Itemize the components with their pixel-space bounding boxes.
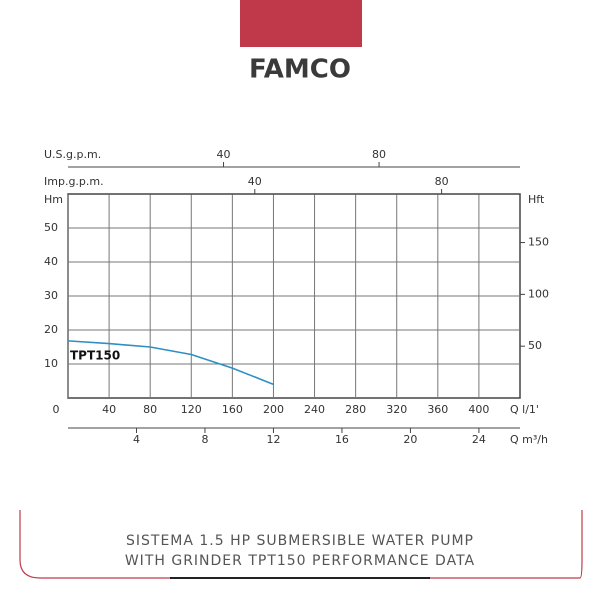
y2-axis-label: Hft — [528, 193, 545, 206]
y-tick-label: 10 — [44, 357, 58, 370]
chart: 0 40 80 120 160 200 240 280 320 360 400 Q l/1' 10 20 3… — [44, 148, 549, 446]
logo-bar — [240, 0, 362, 47]
series-line — [67, 340, 274, 386]
y2-tick-label: 150 — [528, 236, 549, 249]
x-axis-label: Q l/1' — [510, 403, 539, 416]
x-tick-label: 160 — [222, 403, 243, 416]
top-axis-tick-label: 40 — [248, 175, 262, 188]
y-tick-label: 30 — [44, 289, 58, 302]
y2-tick-label: 50 — [528, 339, 542, 352]
top-axis-tick-label: 80 — [372, 148, 386, 161]
x-tick-label: 200 — [263, 403, 284, 416]
x-tick-label: 40 — [102, 403, 116, 416]
bottom-axis2-tick-label: 16 — [335, 433, 349, 446]
x-tick-label: 400 — [468, 403, 489, 416]
x-tick-label: 320 — [386, 403, 407, 416]
x-tick-label: 240 — [304, 403, 325, 416]
x-tick-label: 0 — [53, 403, 60, 416]
y-tick-label: 20 — [44, 323, 58, 336]
bottom-axis2-tick-label: 8 — [201, 433, 208, 446]
y-axis-label: Hm — [44, 193, 63, 206]
x-tick-label: 280 — [345, 403, 366, 416]
bottom-axis2-tick-label: 4 — [133, 433, 140, 446]
bottom-axis2-label: Q m³/h — [510, 433, 548, 446]
top-axis-tick-label: 40 — [217, 148, 231, 161]
y2-tick-label: 100 — [528, 287, 549, 300]
caption-line: WITH GRINDER TPT150 PERFORMANCE DATA — [125, 553, 475, 569]
top-axis-label: Imp.g.p.m. — [44, 175, 104, 188]
x-tick-label: 120 — [181, 403, 202, 416]
bottom-axis2-tick-label: 24 — [472, 433, 486, 446]
top-axis-tick-label: 80 — [435, 175, 449, 188]
bottom-axis2-tick-label: 12 — [266, 433, 280, 446]
top-axis-label: U.S.g.p.m. — [44, 148, 101, 161]
y-tick-label: 50 — [44, 221, 58, 234]
x-tick-label: 80 — [143, 403, 157, 416]
caption-line: SISTEMA 1.5 HP SUBMERSIBLE WATER PUMP — [126, 533, 474, 549]
y-tick-label: 40 — [44, 255, 58, 268]
bottom-axis2-tick-label: 20 — [403, 433, 417, 446]
brand: FAMCO — [249, 55, 351, 85]
x-tick-label: 360 — [427, 403, 448, 416]
series-label: TPT150 — [70, 348, 120, 362]
